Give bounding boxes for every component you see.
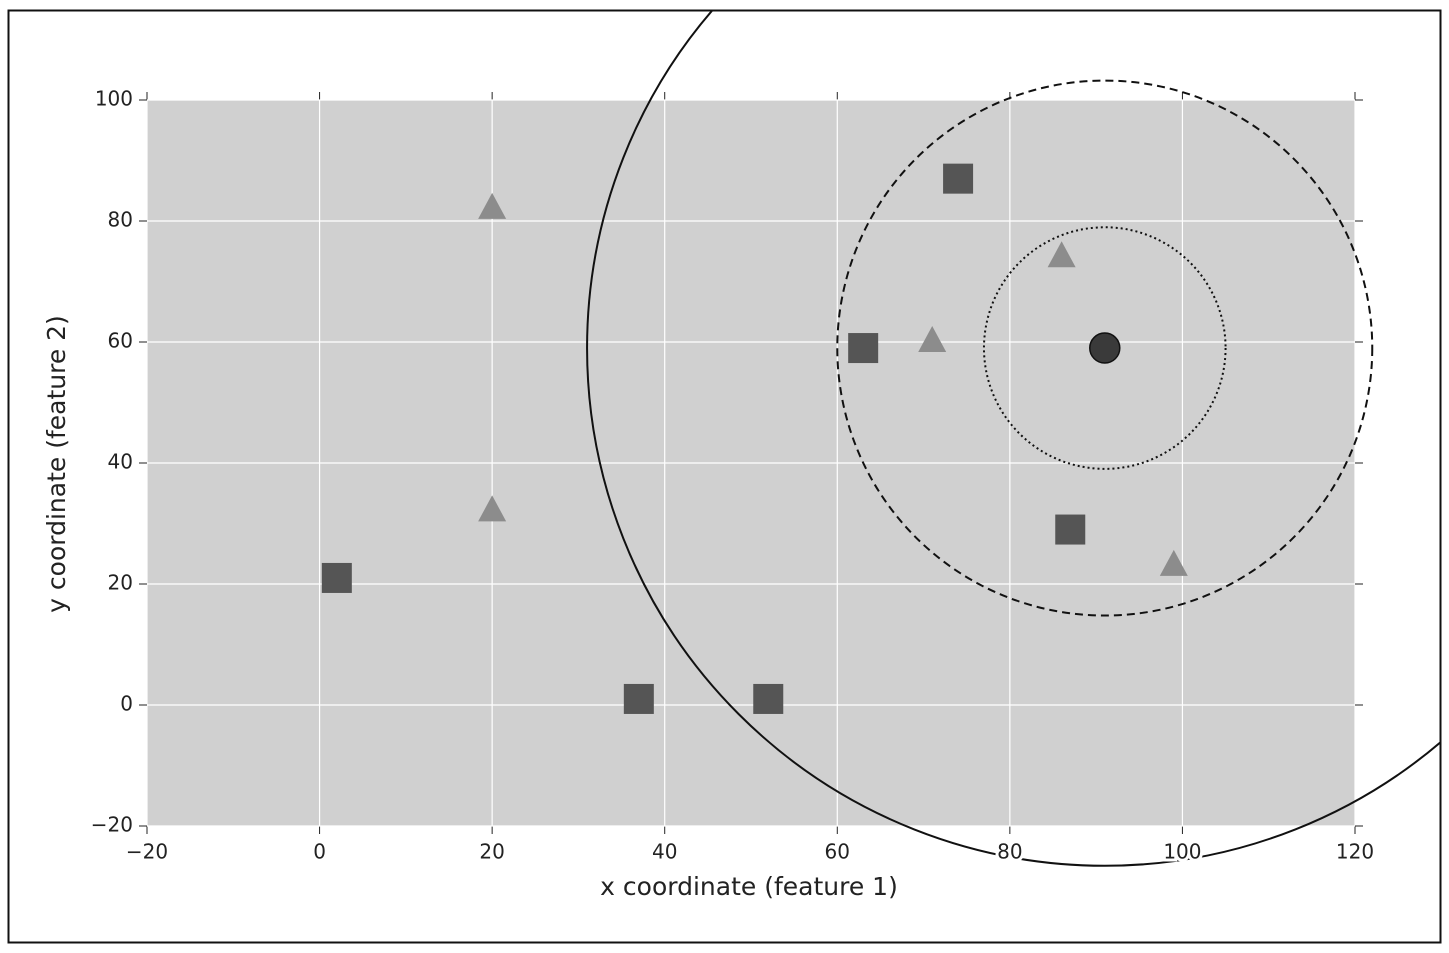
y-tick-label: 20: [108, 571, 133, 595]
x-tick-label: 80: [997, 840, 1022, 864]
plot: [139, 92, 1363, 834]
x-tick-label: 120: [1336, 840, 1374, 864]
radius-circle: [982, 226, 1227, 470]
triangle-point: [1159, 549, 1188, 576]
y-tick-label: 80: [108, 208, 133, 232]
y-axis-label: y coordinate (feature 2): [42, 315, 71, 613]
square-point: [848, 333, 879, 364]
triangle-point: [478, 192, 507, 219]
labels: −20 0 20 40 60 80 100 120 −20 0 20 40 60 80 100: [91, 87, 1377, 867]
square-point: [943, 163, 974, 194]
y-tick-label: 100: [95, 87, 133, 111]
y-tick-label: 60: [108, 329, 133, 353]
triangle-point: [478, 495, 507, 522]
x-tick-label: 60: [825, 840, 850, 864]
circles: [586, 11, 1440, 867]
radius-circle: [586, 11, 1440, 867]
triangle-point: [918, 326, 947, 352]
y-tick-label: 40: [108, 450, 133, 474]
square-point: [753, 683, 784, 714]
radius-circle: [836, 79, 1374, 617]
x-tick-label: 0: [313, 840, 326, 864]
y-tick-label: −20: [91, 813, 133, 837]
square-point: [623, 683, 654, 714]
x-tick-label: −20: [126, 840, 168, 864]
x-axis-label: x coordinate (feature 1): [600, 872, 898, 901]
y-tick-label: 0: [120, 692, 133, 716]
x-tick-label: 100: [1163, 840, 1201, 864]
x-tick-label: 20: [479, 840, 504, 864]
x-tick-label: 40: [652, 840, 677, 864]
square-point: [1055, 514, 1086, 545]
triangle-point: [1047, 241, 1076, 268]
query-point: [1089, 332, 1121, 364]
square-point: [321, 562, 352, 593]
